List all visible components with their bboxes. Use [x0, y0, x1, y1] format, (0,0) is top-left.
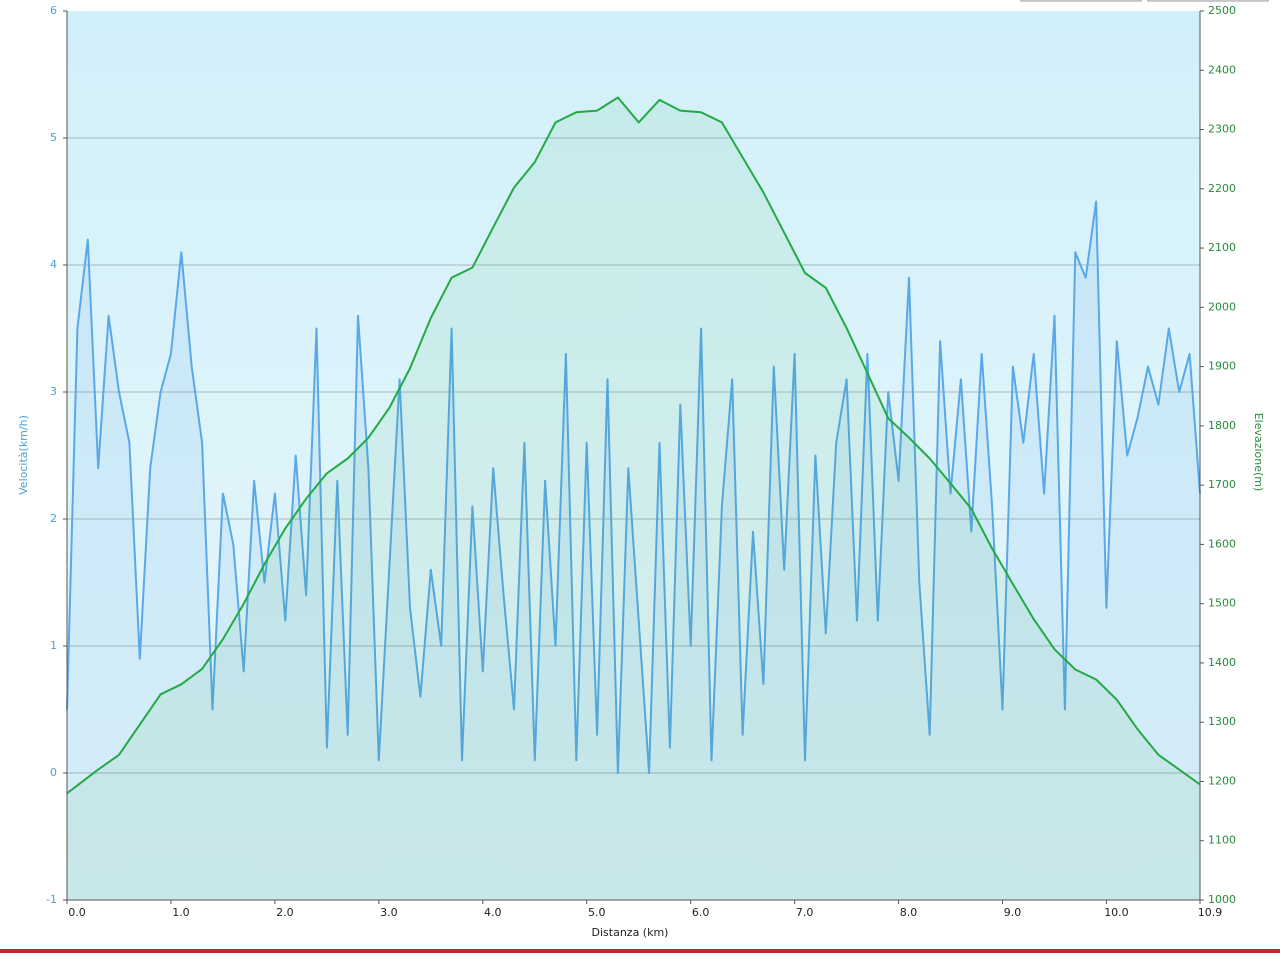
area — [67, 97, 1200, 900]
y2-tick-label: 2500 — [1208, 4, 1236, 17]
marks — [66, 96, 1201, 900]
y2-tick-label: 2000 — [1208, 300, 1236, 313]
y2-tick-label: 1200 — [1208, 774, 1236, 787]
y-tick-label: 6 — [50, 4, 57, 17]
y2-tick-label: 1500 — [1208, 597, 1236, 610]
x-tick-label: 10.9 — [1198, 906, 1223, 919]
y-tick-label: -1 — [46, 893, 57, 906]
x-tick-label: 4.0 — [484, 906, 502, 919]
x-tick-label: 5.0 — [588, 906, 606, 919]
y-tick-label: 2 — [50, 512, 57, 525]
y2-tick-label: 1800 — [1208, 419, 1236, 432]
bottom-bar — [0, 949, 1280, 953]
y2-tick-label: 1700 — [1208, 478, 1236, 491]
x-tick-label: 3.0 — [380, 906, 398, 919]
line — [66, 200, 1201, 774]
x-tick-label: 8.0 — [900, 906, 918, 919]
y2-tick-label: 1400 — [1208, 656, 1236, 669]
y2-tick-label: 2400 — [1208, 63, 1236, 76]
y2-tick-label: 2300 — [1208, 123, 1236, 136]
x-tick-label: 2.0 — [276, 906, 294, 919]
y2-tick-label: 1900 — [1208, 360, 1236, 373]
x-tick-label: 6.0 — [692, 906, 710, 919]
line — [66, 96, 1201, 795]
y-tick-label: 5 — [50, 131, 57, 144]
y2-tick-label: 1100 — [1208, 834, 1236, 847]
y2-tick-label: 1600 — [1208, 537, 1236, 550]
y-tick-label: 4 — [50, 258, 57, 271]
y-tick-label: 3 — [50, 385, 57, 398]
x-tick-label: 7.0 — [796, 906, 814, 919]
y-tick-label: 0 — [50, 766, 57, 779]
y2-tick-label: 1300 — [1208, 715, 1236, 728]
y2-tick-label: 2200 — [1208, 182, 1236, 195]
x-axis-label: Distanza (km) — [592, 926, 669, 939]
y-axis-label: Velocità(km/h) — [17, 415, 30, 495]
button[interactable] — [1147, 0, 1269, 2]
y2-tick-label: 2100 — [1208, 241, 1236, 254]
y-tick-label: 1 — [50, 639, 57, 652]
y2-axis-label: Elevazione(m) — [1252, 413, 1265, 492]
x-tick-label: 0.0 — [68, 906, 86, 919]
x-tick-label: 1.0 — [172, 906, 190, 919]
x-tick-label: 9.0 — [1004, 906, 1022, 919]
y2-tick-label: 1000 — [1208, 893, 1236, 906]
button[interactable] — [1020, 0, 1142, 2]
x-tick-label: 10.0 — [1104, 906, 1129, 919]
